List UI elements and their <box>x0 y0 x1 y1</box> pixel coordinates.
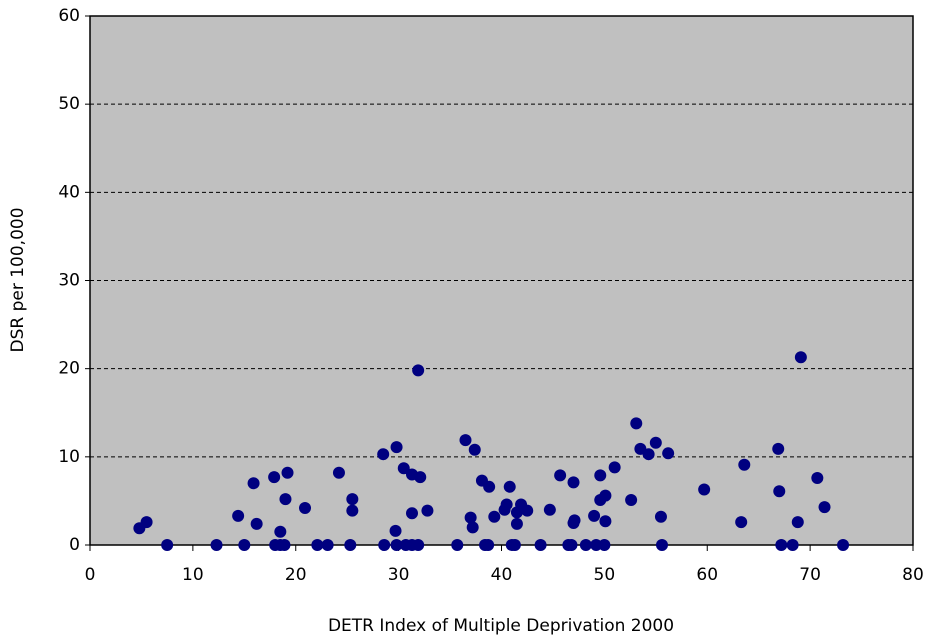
y-tick-label: 40 <box>58 182 80 202</box>
point <box>599 489 612 502</box>
y-tick-label: 0 <box>69 535 80 555</box>
point <box>482 539 495 551</box>
point <box>818 501 831 514</box>
point <box>811 471 824 484</box>
point <box>414 471 427 484</box>
point <box>466 521 479 534</box>
point <box>608 461 621 474</box>
point <box>232 509 245 522</box>
y-axis-title: DSR per 100,000 <box>8 207 28 352</box>
point <box>590 539 603 551</box>
point <box>451 539 464 551</box>
point <box>786 539 799 551</box>
point <box>468 443 481 456</box>
point <box>332 466 345 479</box>
y-tick-label: 10 <box>58 447 80 467</box>
y-tick-label: 30 <box>58 271 80 291</box>
point <box>390 539 403 551</box>
point <box>278 539 291 551</box>
point <box>630 417 643 430</box>
point <box>268 471 281 484</box>
point <box>397 462 410 475</box>
y-tick-label: 20 <box>58 359 80 379</box>
point <box>508 539 521 551</box>
point <box>247 477 260 490</box>
point <box>279 493 292 506</box>
x-tick-label: 20 <box>285 565 307 585</box>
point <box>662 447 675 460</box>
point <box>567 476 580 489</box>
x-tick-label: 50 <box>594 565 616 585</box>
point <box>554 469 567 482</box>
point <box>510 517 523 530</box>
point <box>588 509 601 522</box>
plot-border <box>89 15 914 546</box>
point <box>649 436 662 449</box>
point <box>642 448 655 461</box>
point <box>738 458 751 471</box>
point <box>140 516 153 529</box>
x-tick-label: 30 <box>388 565 410 585</box>
point <box>534 539 547 551</box>
point <box>412 539 425 551</box>
point <box>503 480 516 493</box>
point <box>488 510 501 523</box>
y-tick-label: 60 <box>58 6 80 26</box>
point <box>625 494 638 507</box>
x-tick-label: 0 <box>85 565 96 585</box>
point <box>346 493 359 506</box>
x-tick-label: 60 <box>696 565 718 585</box>
point <box>412 364 425 377</box>
point <box>655 539 668 551</box>
point <box>274 525 287 538</box>
point <box>735 516 748 529</box>
point <box>543 503 556 516</box>
x-tick-label: 70 <box>799 565 821 585</box>
point <box>500 498 513 511</box>
point <box>565 539 578 551</box>
point <box>794 351 807 364</box>
point <box>654 510 667 523</box>
point <box>346 504 359 517</box>
point <box>210 539 223 551</box>
point <box>521 504 534 517</box>
point <box>483 480 496 493</box>
point <box>250 517 263 530</box>
point <box>464 511 477 524</box>
point <box>161 539 174 551</box>
point <box>773 485 786 498</box>
point <box>344 539 357 551</box>
point <box>378 539 391 551</box>
point <box>311 539 324 551</box>
point <box>775 539 788 551</box>
y-tick-label: 50 <box>58 94 80 114</box>
x-tick-label: 80 <box>902 565 924 585</box>
point <box>321 539 334 551</box>
point <box>698 483 711 496</box>
point <box>772 442 785 455</box>
point <box>238 539 251 551</box>
point <box>390 441 403 454</box>
point <box>281 466 294 479</box>
point <box>599 515 612 528</box>
point <box>568 514 581 527</box>
point <box>421 504 434 517</box>
x-tick-label: 10 <box>182 565 204 585</box>
x-tick-label: 40 <box>491 565 513 585</box>
point <box>299 501 312 514</box>
point <box>579 539 592 551</box>
x-axis-title: DETR Index of Multiple Deprivation 2000 <box>328 616 674 636</box>
point <box>405 507 418 520</box>
point <box>377 448 390 461</box>
point <box>459 434 472 447</box>
point <box>791 516 804 529</box>
point <box>594 469 607 482</box>
plot-area <box>90 16 913 545</box>
point <box>598 539 611 551</box>
point <box>389 524 402 537</box>
point <box>837 539 850 551</box>
